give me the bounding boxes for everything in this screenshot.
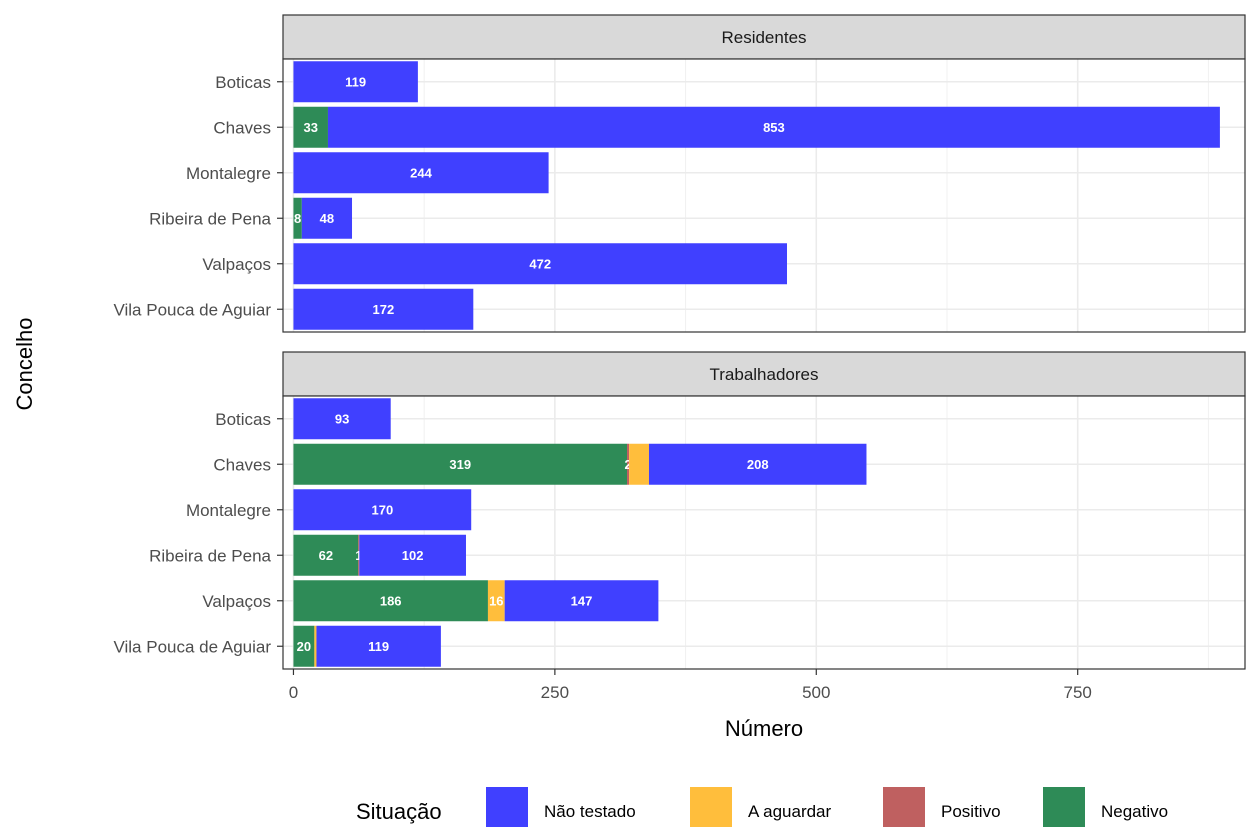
panel-border-1: [282, 395, 1246, 670]
bar-label: 119: [368, 639, 389, 654]
legend-label: A aguardar: [748, 802, 832, 821]
y-tick-label: Vila Pouca de Aguiar: [113, 300, 271, 319]
bar-label: 244: [410, 165, 432, 180]
bar-label: 119: [345, 74, 366, 89]
bar-label: 853: [763, 120, 785, 135]
bar-label: 62: [319, 548, 333, 563]
x-tick-label: 750: [1064, 683, 1092, 702]
bar-n-o-testado: [359, 534, 466, 576]
bar-label: 147: [571, 593, 593, 608]
bar-positivo: [627, 443, 630, 485]
bar-positivo: [358, 534, 360, 576]
bar-label: 48: [320, 211, 334, 226]
bar-negativo: [293, 106, 328, 148]
legend-label: Não testado: [544, 802, 636, 821]
bar-label: 208: [747, 457, 769, 472]
panel-border-0: [282, 58, 1246, 333]
y-tick-label: Montalegre: [186, 164, 271, 183]
bar-label: 319: [449, 457, 471, 472]
bar-n-o-testado: [316, 625, 441, 667]
bar-label: 170: [371, 502, 393, 517]
bar-a-aguardar: [629, 443, 649, 485]
bar-n-o-testado: [327, 106, 1220, 148]
panel-background-0: [283, 59, 1245, 332]
legend-key: [486, 787, 528, 827]
x-tick-label: 0: [289, 683, 298, 702]
y-tick-label: Montalegre: [186, 501, 271, 520]
y-tick-label: Chaves: [213, 455, 271, 474]
facet-strip-0: [282, 14, 1246, 60]
legend-key: [883, 787, 925, 827]
y-axis-title: Concelho: [12, 318, 37, 411]
bar-label: 186: [380, 593, 402, 608]
facet-title-1: Trabalhadores: [710, 365, 819, 384]
x-tick-label: 500: [802, 683, 830, 702]
bar-negativo: [293, 197, 302, 239]
bar-n-o-testado: [293, 489, 472, 531]
y-tick-label: Valpaços: [202, 592, 271, 611]
panel-background-1: [283, 396, 1245, 669]
y-tick-label: Boticas: [215, 410, 271, 429]
bar-label: 102: [402, 548, 424, 563]
bar-n-o-testado: [293, 398, 391, 440]
bar-label: 172: [373, 302, 395, 317]
x-axis-title: Número: [725, 716, 803, 741]
bar-negativo: [293, 534, 359, 576]
bar-label: 20: [297, 639, 311, 654]
bar-n-o-testado: [293, 61, 418, 103]
y-tick-label: Vila Pouca de Aguiar: [113, 637, 271, 656]
bar-n-o-testado: [504, 580, 659, 622]
legend-key: [690, 787, 732, 827]
legend-label: Positivo: [941, 802, 1001, 821]
bar-negativo: [293, 625, 315, 667]
bar-label: 472: [529, 256, 551, 271]
bar-label: 2: [624, 457, 631, 472]
bar-label: 93: [335, 411, 349, 426]
bar-negativo: [293, 580, 488, 622]
bar-n-o-testado: [293, 288, 474, 330]
bar-a-aguardar: [314, 625, 317, 667]
bar-label: 8: [294, 211, 301, 226]
bar-negativo: [293, 443, 628, 485]
bar-n-o-testado: [648, 443, 867, 485]
y-tick-label: Ribeira de Pena: [149, 546, 271, 565]
bar-n-o-testado: [293, 243, 788, 285]
bar-a-aguardar: [487, 580, 505, 622]
bar-n-o-testado: [293, 152, 549, 194]
facet-strip-1: [282, 351, 1246, 397]
bar-label: 16: [489, 593, 503, 608]
bar-label: 33: [303, 120, 317, 135]
y-tick-label: Chaves: [213, 118, 271, 137]
x-tick-label: 250: [541, 683, 569, 702]
y-tick-label: Boticas: [215, 73, 271, 92]
bar-n-o-testado: [301, 197, 353, 239]
legend-label: Negativo: [1101, 802, 1168, 821]
y-tick-label: Valpaços: [202, 255, 271, 274]
y-tick-label: Ribeira de Pena: [149, 209, 271, 228]
legend-key: [1043, 787, 1085, 827]
facet-title-0: Residentes: [721, 28, 806, 47]
bar-label: 1: [355, 548, 362, 563]
legend-title: Situação: [356, 799, 442, 824]
